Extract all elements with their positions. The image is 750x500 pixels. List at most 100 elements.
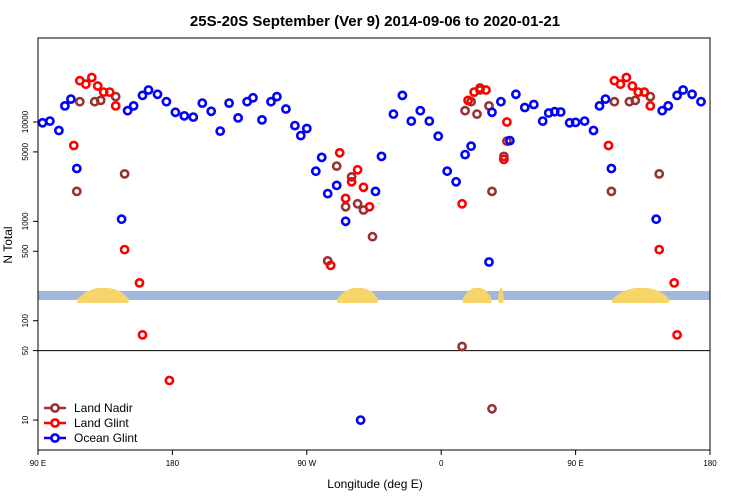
data-point-s2-37 bbox=[355, 415, 366, 425]
y-axis-label: N Total bbox=[1, 226, 15, 263]
data-point-s2-34 bbox=[340, 216, 351, 227]
legend-item-1: Land Glint bbox=[44, 416, 129, 430]
y-tick-label-4: 1000 bbox=[21, 212, 30, 230]
data-point-s2-24 bbox=[266, 96, 276, 107]
data-point-s2-22 bbox=[248, 92, 258, 103]
data-point-s2-45 bbox=[451, 176, 461, 187]
data-point-s1-8 bbox=[119, 244, 130, 255]
data-point-s2-36 bbox=[376, 151, 387, 162]
data-point-s1-16 bbox=[352, 164, 363, 175]
data-point-s0-6 bbox=[331, 161, 342, 171]
data-point-s1-20 bbox=[463, 95, 473, 106]
x-tick-label-3: 0 bbox=[439, 459, 444, 468]
data-point-s2-26 bbox=[280, 104, 291, 114]
data-point-s2-40 bbox=[406, 116, 417, 126]
legend-item-2: Ocean Glint bbox=[44, 431, 138, 445]
y-axis: 10 50 100 500 1000 5000 10000 bbox=[21, 110, 38, 425]
data-point-s2-8 bbox=[128, 101, 139, 111]
data-point-s1-14 bbox=[340, 193, 351, 204]
data-point-s1-3 bbox=[86, 72, 97, 83]
y-tick-label-5: 5000 bbox=[21, 142, 30, 160]
data-point-s2-70 bbox=[678, 85, 688, 95]
data-point-s2-1 bbox=[45, 116, 55, 126]
data-point-s1-11 bbox=[164, 375, 175, 386]
data-point-s2-29 bbox=[301, 123, 312, 134]
data-point-s0-1 bbox=[74, 96, 85, 107]
data-point-s2-68 bbox=[663, 101, 674, 111]
legend-label-0: Land Nadir bbox=[74, 401, 133, 415]
data-point-s0-24 bbox=[609, 96, 620, 107]
data-point-s1-18 bbox=[364, 201, 375, 212]
series-1 bbox=[68, 72, 682, 386]
data-points bbox=[37, 72, 706, 425]
data-point-s2-15 bbox=[188, 112, 199, 122]
data-point-s2-51 bbox=[504, 135, 515, 146]
data-point-s2-39 bbox=[397, 90, 408, 101]
data-point-s2-16 bbox=[197, 98, 208, 108]
data-point-s2-41 bbox=[415, 105, 426, 116]
data-point-s1-15 bbox=[346, 176, 357, 187]
land-segment-1 bbox=[336, 287, 379, 303]
data-point-s2-65 bbox=[606, 163, 617, 174]
legend-marker-2 bbox=[50, 433, 60, 443]
data-point-s2-19 bbox=[224, 98, 234, 108]
data-point-s2-17 bbox=[206, 106, 217, 117]
data-point-s2-67 bbox=[657, 105, 668, 116]
data-point-s0-0 bbox=[71, 186, 82, 197]
data-point-s2-23 bbox=[257, 115, 267, 125]
data-point-s2-11 bbox=[152, 89, 163, 100]
series-0 bbox=[71, 85, 665, 414]
data-point-s2-0 bbox=[37, 117, 48, 128]
data-point-s1-24 bbox=[498, 154, 509, 165]
data-point-s0-9 bbox=[346, 171, 357, 182]
data-point-s2-32 bbox=[322, 188, 333, 199]
data-point-s1-29 bbox=[621, 72, 632, 83]
data-point-s2-62 bbox=[588, 125, 599, 136]
x-tick-label-1: 180 bbox=[166, 459, 180, 468]
data-point-s0-4 bbox=[110, 91, 121, 102]
data-point-s0-27 bbox=[645, 91, 656, 102]
data-point-s2-4 bbox=[66, 94, 76, 104]
data-point-s2-63 bbox=[594, 101, 605, 111]
plot-frame bbox=[37, 37, 711, 451]
data-point-s2-14 bbox=[179, 111, 190, 121]
legend-marker-1 bbox=[50, 418, 60, 428]
data-point-s1-34 bbox=[654, 244, 665, 255]
data-point-s1-30 bbox=[627, 81, 638, 91]
y-tick-label-0: 10 bbox=[21, 415, 30, 424]
data-point-s0-19 bbox=[487, 186, 497, 197]
data-point-s2-25 bbox=[271, 91, 282, 102]
data-point-s2-54 bbox=[528, 99, 539, 110]
data-point-s2-60 bbox=[570, 117, 581, 128]
data-point-s2-2 bbox=[54, 125, 64, 136]
data-point-s2-20 bbox=[233, 113, 243, 123]
data-point-s1-12 bbox=[334, 147, 345, 158]
data-point-s2-7 bbox=[122, 105, 133, 116]
data-point-s2-71 bbox=[687, 89, 697, 100]
data-point-s2-46 bbox=[460, 149, 470, 160]
data-point-s1-17 bbox=[358, 182, 369, 193]
data-point-s0-8 bbox=[340, 201, 351, 212]
data-point-s1-36 bbox=[672, 329, 682, 340]
data-point-s1-35 bbox=[669, 277, 680, 288]
data-point-s1-4 bbox=[92, 81, 103, 91]
y-tick-label-2: 100 bbox=[21, 313, 30, 327]
data-point-s2-52 bbox=[511, 89, 521, 100]
data-point-s0-16 bbox=[472, 109, 482, 119]
data-point-s2-33 bbox=[331, 180, 342, 191]
data-point-s0-12 bbox=[367, 231, 378, 242]
x-tick-label-0: 90 E bbox=[30, 459, 46, 468]
data-point-s0-23 bbox=[606, 186, 617, 197]
data-point-s2-48 bbox=[484, 257, 494, 267]
chart-title: 25S-20S September (Ver 9) 2014-09-06 to … bbox=[190, 13, 560, 30]
data-point-s0-10 bbox=[352, 198, 363, 209]
legend-label-2: Ocean Glint bbox=[74, 431, 138, 445]
y-tick-label-6: 10000 bbox=[21, 110, 30, 133]
data-point-s2-64 bbox=[600, 94, 611, 104]
data-point-s2-30 bbox=[310, 166, 321, 177]
data-point-s1-0 bbox=[68, 140, 79, 151]
land-segment-3 bbox=[497, 287, 504, 303]
